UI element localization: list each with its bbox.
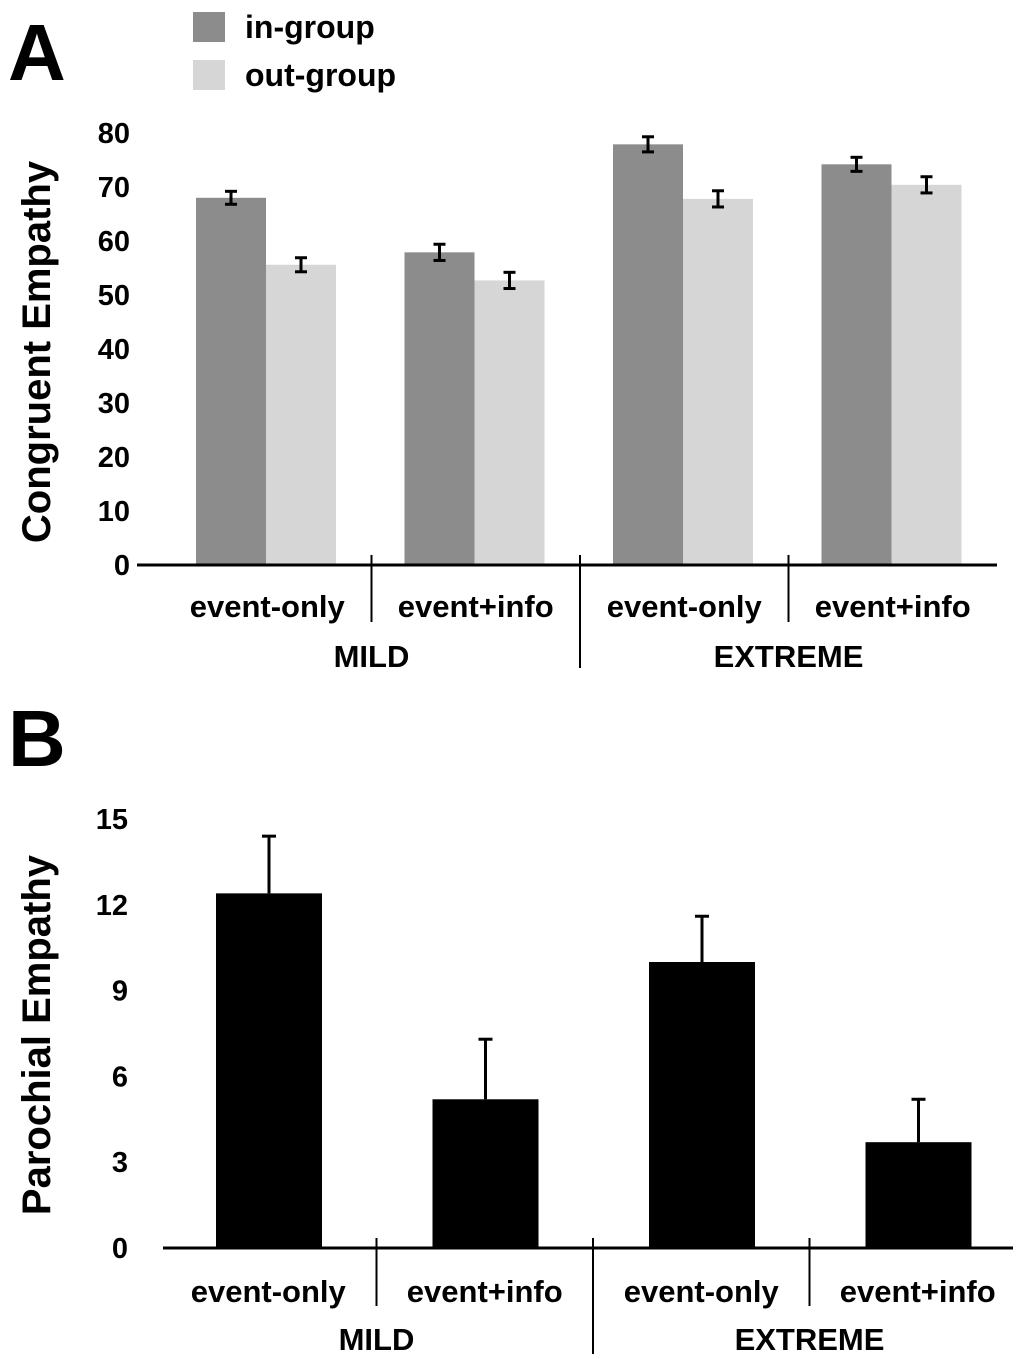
y-tick-label-a: 70 xyxy=(98,172,130,204)
y-tick-label-b: 15 xyxy=(96,804,128,836)
y-tick-label-a: 80 xyxy=(98,118,130,150)
group-label-a: EXTREME xyxy=(714,639,864,674)
bar-in-group xyxy=(404,252,475,565)
panel-a-letter: A xyxy=(8,8,66,97)
bar-in-group xyxy=(821,164,892,565)
plot-area-b: 0 3 6 9 12 15 event-only event+info event-only ev… xyxy=(96,804,1013,1357)
y-tick-label-b: 0 xyxy=(112,1233,128,1265)
bar-out-group xyxy=(683,198,753,565)
bar-out-group xyxy=(266,264,336,565)
group-label-b: MILD xyxy=(339,1322,415,1354)
bar-in-group xyxy=(613,144,683,565)
y-tick-label-a: 10 xyxy=(98,496,130,528)
y-tick-label-a: 50 xyxy=(98,280,130,312)
bar-out-group xyxy=(474,280,545,565)
x-category-label-a: event-only xyxy=(607,589,763,624)
bar-parochial xyxy=(649,962,755,1248)
y-tick-label-b: 9 xyxy=(112,976,128,1008)
bar-parochial xyxy=(432,1099,539,1248)
panel-b-letter: B xyxy=(8,694,66,783)
x-category-label-b: event-only xyxy=(191,1274,347,1309)
y-tick-label-a: 30 xyxy=(98,388,130,420)
x-category-label-b: event+info xyxy=(407,1274,563,1309)
y-tick-label-a: 0 xyxy=(114,550,130,582)
bar-in-group xyxy=(196,197,266,566)
x-category-label-b: event+info xyxy=(840,1274,996,1309)
legend-label-in-group: in-group xyxy=(245,9,375,45)
y-tick-label-b: 12 xyxy=(96,890,128,922)
y-tick-label-a: 40 xyxy=(98,334,130,366)
group-label-a: MILD xyxy=(334,639,410,674)
panel-a: A in-group out-group Congruent Empathy 0… xyxy=(8,8,997,674)
bar-parochial xyxy=(865,1142,972,1248)
y-tick-label-a: 20 xyxy=(98,442,130,474)
y-axis-label-a: Congruent Empathy xyxy=(15,160,59,543)
legend-swatch-in-group xyxy=(193,12,225,42)
y-tick-label-a: 60 xyxy=(98,226,130,258)
bar-parochial xyxy=(216,893,322,1248)
plot-area-a: 0 10 20 30 40 50 60 70 80 event-only event+info eve… xyxy=(98,118,997,674)
y-axis-label-b: Parochial Empathy xyxy=(15,854,59,1215)
x-category-label-a: event-only xyxy=(190,589,346,624)
x-category-label-b: event-only xyxy=(624,1274,780,1309)
group-label-b: EXTREME xyxy=(735,1322,885,1354)
legend-swatch-out-group xyxy=(193,60,225,90)
x-category-label-a: event+info xyxy=(815,589,971,624)
bar-out-group xyxy=(891,184,962,565)
y-tick-label-b: 6 xyxy=(112,1061,128,1093)
legend-label-out-group: out-group xyxy=(245,57,396,93)
y-tick-label-b: 3 xyxy=(112,1147,128,1179)
x-category-label-a: event+info xyxy=(398,589,554,624)
panel-b: B Parochial Empathy 0 3 6 9 12 15 event-only ev… xyxy=(8,694,1013,1357)
